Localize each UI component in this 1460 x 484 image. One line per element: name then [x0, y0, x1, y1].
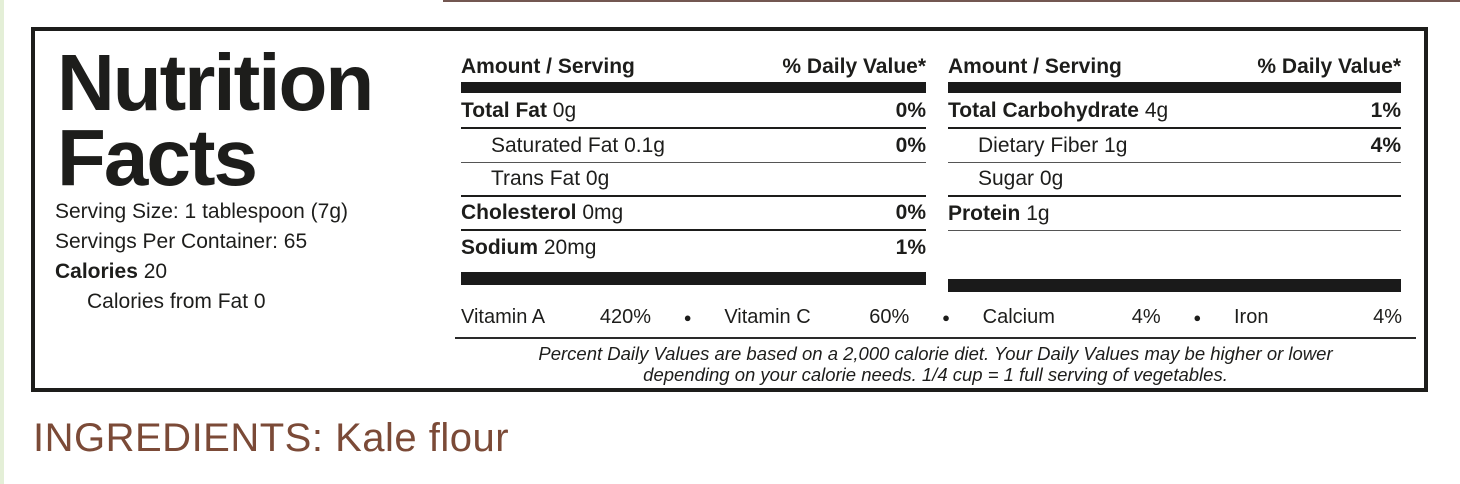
column-spacer: [948, 231, 1401, 272]
column-bottom-bar: [461, 272, 926, 285]
nutrient-row-protein: Protein 1g: [948, 197, 1401, 231]
nutrient-name: Saturated Fat: [491, 133, 619, 157]
nutrition-facts-title: Nutrition Facts: [57, 38, 457, 202]
nutrient-amount: 0g: [1039, 167, 1064, 190]
title-line-2: Facts: [57, 113, 258, 202]
header-divider-bar: [948, 82, 1401, 93]
micronutrient-dv: 4%: [1373, 305, 1402, 328]
nutrient-row-trans-fat: Trans Fat 0g: [461, 163, 926, 197]
bullet-separator-icon: ●: [683, 309, 692, 325]
ingredients-label: INGREDIENTS:: [33, 416, 324, 460]
amount-serving-header: Amount / Serving: [461, 55, 635, 78]
amount-serving-header: Amount / Serving: [948, 55, 1122, 78]
top-edge-artifact-line: [443, 0, 1460, 2]
micronutrient-iron: Iron 4%: [1234, 306, 1402, 329]
micronutrient-dv: 420%: [599, 305, 651, 328]
micronutrient-name: Calcium: [982, 305, 1055, 328]
left-edge-strip: [0, 0, 4, 484]
column-header: Amount / Serving % Daily Value*: [461, 55, 926, 82]
footnote: Percent Daily Values are based on a 2,00…: [455, 343, 1416, 385]
nutrient-row-dietary-fiber: Dietary Fiber 1g 4%: [948, 129, 1401, 163]
nutrient-row-cholesterol: Cholesterol 0mg 0%: [461, 197, 926, 231]
micronutrient-vitamin-c: Vitamin C 60%: [724, 306, 909, 329]
servings-per-container-text: Servings Per Container: 65: [55, 230, 308, 253]
daily-value-header: % Daily Value*: [782, 55, 926, 78]
nutrient-amount: 0g: [552, 99, 577, 122]
title-line-1: Nutrition: [57, 38, 374, 127]
ingredients-value: Kale flour: [323, 416, 510, 460]
nutrient-name: Dietary Fiber: [978, 133, 1099, 157]
nutrient-amount: 1g: [1026, 201, 1050, 225]
nutrient-name: Sugar: [978, 167, 1035, 190]
micronutrient-name: Iron: [1233, 305, 1269, 328]
micronutrient-dv: 60%: [869, 305, 910, 328]
micronutrient-name: Vitamin A: [461, 305, 546, 328]
micronutrients-divider: [455, 337, 1416, 339]
nutrient-dv: 4%: [1370, 133, 1401, 157]
nutrient-amount: 4g: [1144, 99, 1169, 122]
micronutrient-calcium: Calcium 4%: [983, 306, 1161, 329]
nutrient-row-total-fat: Total Fat 0g 0%: [461, 95, 926, 129]
nutrient-dv: 0%: [895, 133, 926, 157]
nutrient-amount: 1g: [1104, 133, 1128, 157]
nutrient-name: Sodium: [461, 236, 538, 259]
bullet-separator-icon: ●: [942, 309, 950, 325]
nutrient-row-total-carbohydrate: Total Carbohydrate 4g 1%: [948, 95, 1401, 129]
calories-from-fat-text: Calories from Fat 0: [87, 290, 266, 313]
micronutrient-name: Vitamin C: [724, 305, 811, 328]
nutrient-amount: 0mg: [582, 201, 624, 224]
column-header: Amount / Serving % Daily Value*: [948, 55, 1401, 82]
ingredients-line: INGREDIENTS: Kale flour: [33, 416, 509, 461]
nutrient-dv: 0%: [895, 99, 926, 122]
calories-label: Calories: [55, 260, 138, 283]
calories-value: 20: [143, 260, 168, 283]
nutrient-column-carb-protein: Amount / Serving % Daily Value* Total Ca…: [948, 55, 1401, 292]
nutrient-name: Total Fat: [461, 99, 547, 122]
nutrient-column-fat-sodium: Amount / Serving % Daily Value* Total Fa…: [461, 55, 926, 285]
nutrient-name: Protein: [948, 201, 1021, 225]
nutrient-row-sugar: Sugar 0g: [948, 163, 1401, 197]
nutrient-row-sodium: Sodium 20mg 1%: [461, 231, 926, 265]
micronutrient-dv: 4%: [1131, 305, 1161, 328]
serving-size-text: Serving Size: 1 tablespoon (7g): [55, 200, 349, 223]
header-divider-bar: [461, 82, 926, 93]
nutrient-amount: 0.1g: [624, 133, 665, 157]
nutrient-dv: 1%: [1370, 99, 1401, 122]
nutrition-facts-label: Nutrition Facts Serving Size: 1 tablespo…: [31, 27, 1428, 392]
nutrient-name: Total Carbohydrate: [948, 99, 1139, 122]
daily-value-header: % Daily Value*: [1257, 55, 1401, 78]
calories-row: Calories 20: [55, 257, 475, 287]
nutrient-name: Trans Fat: [491, 167, 581, 190]
serving-info: Serving Size: 1 tablespoon (7g) Servings…: [55, 197, 475, 317]
footnote-line-2: depending on your calorie needs. 1/4 cup…: [643, 364, 1228, 385]
column-bottom-bar: [948, 279, 1401, 292]
bullet-separator-icon: ●: [1193, 309, 1202, 325]
nutrient-name: Cholesterol: [461, 201, 577, 224]
nutrient-row-saturated-fat: Saturated Fat 0.1g 0%: [461, 129, 926, 163]
nutrient-amount: 0g: [585, 167, 610, 190]
micronutrients-row: Vitamin A 420% ● Vitamin C 60% ● Calcium…: [461, 301, 1402, 333]
label-left-panel: Nutrition Facts Serving Size: 1 tablespo…: [55, 31, 457, 314]
footnote-line-1: Percent Daily Values are based on a 2,00…: [538, 343, 1333, 364]
nutrient-amount: 20mg: [543, 236, 597, 259]
micronutrient-vitamin-a: Vitamin A 420%: [461, 306, 651, 329]
nutrient-dv: 0%: [895, 201, 926, 224]
nutrient-dv: 1%: [895, 236, 926, 259]
